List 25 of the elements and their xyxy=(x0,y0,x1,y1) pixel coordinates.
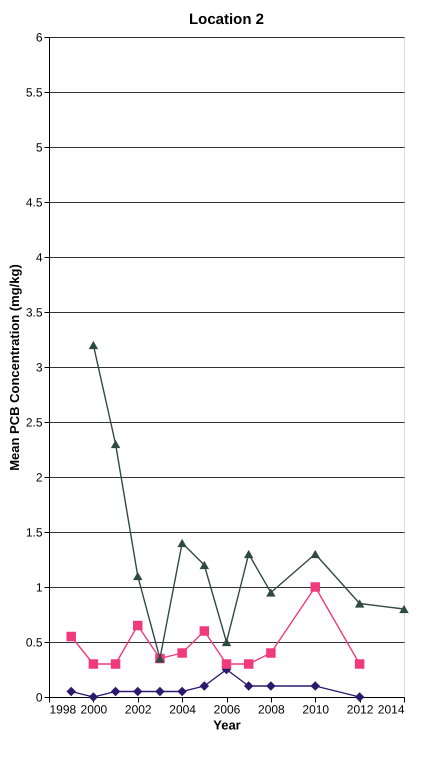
x-tick-label: 2012 xyxy=(346,702,374,716)
y-tick-label: 1 xyxy=(36,580,43,594)
x-axis-title: Year xyxy=(213,718,241,732)
y-axis-title: Mean PCB Concentration (mg/kg) xyxy=(6,264,22,471)
y-tick-label: 4 xyxy=(36,250,43,264)
y-tick-label: 3.5 xyxy=(26,306,43,320)
x-tick-label: 2008 xyxy=(258,702,286,716)
x-tick-label: 2002 xyxy=(124,702,152,716)
y-tick-label: 5 xyxy=(36,140,43,154)
y-tick-label: 2.5 xyxy=(26,416,43,430)
y-tick-label: 0 xyxy=(36,690,43,704)
y-tick-label: 4.5 xyxy=(26,196,43,210)
y-tick-label: 6 xyxy=(36,30,43,44)
chart-title: Location 2 xyxy=(188,11,264,28)
y-tick-label: 2 xyxy=(36,470,43,484)
x-tick-label: 2014 xyxy=(378,702,405,716)
y-tick-label: 1.5 xyxy=(26,526,43,540)
y-tick-label: 0.5 xyxy=(26,636,43,650)
x-tick-label: 2000 xyxy=(80,702,108,716)
x-tick-label: 2006 xyxy=(214,702,241,716)
y-tick-label: 3 xyxy=(36,360,43,374)
y-tick-label: 5.5 xyxy=(26,86,43,100)
x-tick-label: 2010 xyxy=(302,702,330,716)
x-tick-label: 2004 xyxy=(169,702,196,716)
x-tick-label: 1998 xyxy=(50,702,77,716)
